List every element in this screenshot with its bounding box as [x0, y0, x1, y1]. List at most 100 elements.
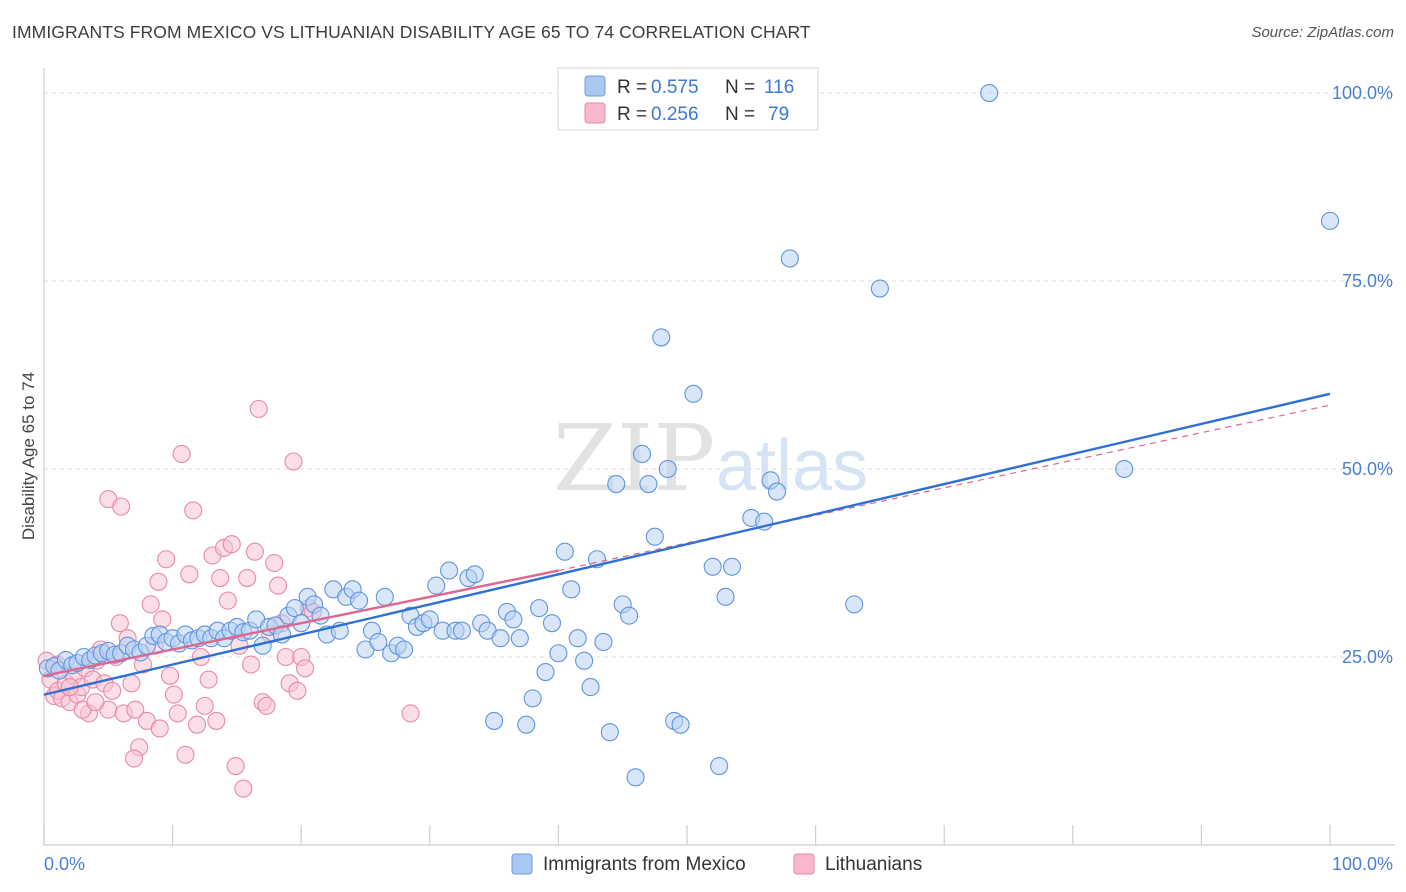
mexico-point: [555, 542, 574, 561]
mexico-point: [716, 587, 735, 606]
lithuanians-point: [199, 670, 218, 689]
mexico-point: [671, 715, 690, 734]
lithuanians-point: [226, 756, 245, 776]
legend-n-value-1: 116: [764, 77, 794, 98]
lithuanians-trend-line: [43, 569, 559, 677]
lithuanians-point: [238, 569, 257, 588]
legend-r-value-1: 0.575: [651, 77, 699, 98]
legend-r-label-1: R =: [617, 77, 647, 98]
lithuanians-point: [249, 399, 268, 418]
mexico-point: [369, 632, 388, 652]
mexico-point: [395, 640, 414, 659]
lithuanians-point: [284, 452, 303, 471]
top-legend: R = 0.575 N = 116 R = 0.256 N = 79: [557, 67, 819, 131]
lithuanians-point: [168, 704, 187, 723]
lithuanians-point: [195, 696, 214, 715]
mexico-point: [710, 756, 729, 776]
lithuanians-point: [86, 693, 105, 712]
mexico-point: [350, 591, 369, 610]
mexico-point: [420, 610, 439, 629]
lithuanians-point: [269, 576, 288, 595]
legend-swatch-lithuanians: [584, 102, 606, 124]
y-tick-label: 100.0%: [1332, 83, 1393, 103]
legend-swatch-mexico: [584, 75, 606, 97]
lithuanians-point: [164, 685, 183, 704]
mexico-point: [504, 610, 523, 629]
mexico-point: [652, 328, 671, 347]
lithuanians-point: [112, 497, 131, 516]
lithuanians-point: [153, 610, 172, 629]
mexico-point: [767, 482, 787, 501]
watermark-zip: ZIP: [553, 405, 715, 512]
mexico-point: [980, 83, 999, 103]
lithuanians-point: [218, 591, 237, 610]
mexico-point: [510, 629, 529, 648]
mexico-point: [1320, 211, 1340, 230]
watermark: ZIP atlas: [553, 405, 868, 512]
lithuanians-point: [211, 569, 230, 588]
lithuanians-point: [401, 704, 420, 723]
mexico-point: [684, 384, 703, 403]
mexico-point: [542, 614, 562, 633]
mexico-point: [427, 576, 446, 595]
lithuanians-point: [157, 550, 176, 569]
mexico-point: [452, 621, 472, 640]
lithuanians-point: [207, 711, 226, 730]
legend-r-label-2: R =: [617, 104, 647, 125]
lithuanians-point: [149, 572, 168, 591]
mexico-point: [523, 689, 542, 708]
mexico-point: [491, 629, 510, 648]
mexico-point: [645, 527, 664, 546]
lithuanians-point: [241, 655, 261, 674]
mexico-point: [600, 723, 619, 742]
mexico-point: [530, 599, 549, 618]
bottom-legend: Immigrants from Mexico Lithuanians: [511, 853, 922, 875]
lithuanians-point: [265, 553, 284, 573]
mexico-point: [780, 249, 799, 268]
mexico-point: [575, 651, 594, 670]
lithuanians-point: [245, 542, 264, 561]
lithuanians-point: [126, 700, 145, 719]
lithuanians-point: [187, 715, 207, 734]
y-axis-label: Disability Age 65 to 74: [19, 372, 38, 540]
lithuanians-point: [176, 745, 195, 764]
lithuanians-point: [150, 719, 169, 738]
mexico-point: [722, 557, 742, 576]
bottom-legend-label-mexico: Immigrants from Mexico: [543, 854, 746, 875]
mexico-point: [620, 606, 639, 625]
source-label: Source: ZipAtlas.com: [1251, 24, 1394, 41]
lithuanians-point: [288, 681, 307, 700]
lithuanians-point: [124, 749, 144, 768]
y-tick-label: 75.0%: [1342, 271, 1393, 291]
lithuanians-point: [160, 666, 180, 685]
mexico-point: [485, 711, 504, 730]
legend-r-value-2: 0.256: [651, 104, 699, 125]
mexico-point: [581, 678, 600, 697]
legend-n-label-1: N =: [725, 77, 755, 98]
mexico-points: [38, 83, 1340, 787]
bottom-legend-label-lithuanians: Lithuanians: [825, 854, 922, 875]
mexico-point: [568, 629, 587, 648]
lithuanians-point: [234, 779, 253, 798]
mexico-point: [845, 595, 864, 614]
mexico-point: [375, 587, 394, 606]
mexico-point: [517, 715, 536, 734]
x-tick-label: 100.0%: [1332, 854, 1393, 874]
tick-labels: 25.0% 50.0% 75.0% 100.0% 0.0% 100.0%: [44, 83, 1393, 874]
mexico-point: [1115, 459, 1134, 479]
lithuanians-point: [141, 595, 160, 614]
mexico-point: [594, 632, 613, 652]
y-tick-label: 50.0%: [1342, 459, 1393, 479]
watermark-atlas: atlas: [716, 426, 868, 506]
mexico-point: [639, 475, 658, 494]
mexico-point: [562, 580, 581, 599]
lithuanians-point: [184, 501, 203, 520]
trend-lines: [43, 392, 1331, 696]
mexico-point: [658, 459, 677, 479]
mexico-trend-line: [43, 392, 1331, 696]
mexico-point: [549, 644, 568, 663]
y-tick-label: 25.0%: [1342, 647, 1393, 667]
mexico-point: [632, 444, 652, 464]
lithuanians-point: [257, 696, 276, 715]
bottom-legend-swatch-mexico: [511, 853, 533, 875]
